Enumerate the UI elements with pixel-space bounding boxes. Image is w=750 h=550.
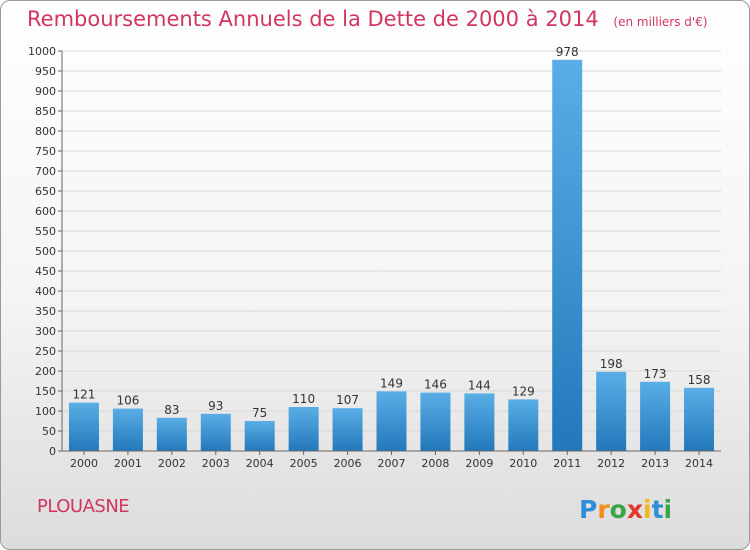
y-tick-label: 100: [35, 405, 56, 418]
x-tick-label: 2011: [553, 457, 581, 470]
x-tick-label: 2002: [158, 457, 186, 470]
bar: [640, 381, 671, 451]
x-tick-label: 2005: [290, 457, 318, 470]
x-tick-label: 2004: [246, 457, 274, 470]
bar: [376, 391, 407, 451]
bar: [684, 387, 715, 451]
data-labels: 121 106 83 93 75 110 107 149 146 144 129 978 198 173 1…: [73, 45, 711, 420]
y-tick-label: 450: [35, 265, 56, 278]
data-label: 83: [164, 403, 179, 417]
y-tick-label: 900: [35, 85, 56, 98]
bar: [288, 407, 319, 451]
x-tick-label: 2009: [465, 457, 493, 470]
data-label: 107: [336, 393, 359, 407]
x-tick-label: 2003: [202, 457, 230, 470]
y-tick-label: 600: [35, 205, 56, 218]
chart-title-text: Remboursements Annuels de la Dette de 20…: [27, 7, 599, 31]
data-label: 978: [556, 45, 579, 59]
x-tick-label: 2014: [685, 457, 713, 470]
y-tick-label: 550: [35, 225, 56, 238]
bar: [200, 413, 231, 451]
data-label: 198: [600, 357, 623, 371]
y-tick-label: 150: [35, 385, 56, 398]
y-tick-label: 350: [35, 305, 56, 318]
data-label: 149: [380, 376, 403, 390]
bar: [332, 408, 363, 451]
bar: [552, 59, 583, 452]
y-tick-label: 850: [35, 105, 56, 118]
y-tick-label: 1000: [28, 45, 56, 58]
data-label: 173: [644, 367, 667, 381]
chart-subtitle: (en milliers d'€): [613, 15, 708, 29]
data-label: 146: [424, 378, 447, 392]
bar: [508, 399, 539, 451]
bar: [464, 393, 495, 451]
data-label: 106: [116, 394, 139, 408]
bars: [68, 59, 715, 452]
data-label: 144: [468, 378, 491, 392]
y-tick-label: 50: [42, 425, 56, 438]
svg-text:Proxiti: Proxiti: [579, 495, 672, 524]
x-tick-label: 2001: [114, 457, 142, 470]
y-tick-label: 950: [35, 65, 56, 78]
x-tick-label: 2010: [509, 457, 537, 470]
y-tick-label: 0: [49, 445, 56, 458]
chart-title: Remboursements Annuels de la Dette de 20…: [27, 7, 708, 31]
x-tick-label: 2008: [421, 457, 449, 470]
axes: 0 50 100 150 200 250 300 350 400 450 500 550 600 650 7…: [28, 45, 721, 470]
data-label: 129: [512, 384, 535, 398]
bar: [156, 417, 187, 451]
data-label: 121: [73, 388, 96, 402]
x-tick-label: 2000: [70, 457, 98, 470]
data-label: 75: [252, 406, 267, 420]
y-tick-label: 250: [35, 345, 56, 358]
y-tick-label: 750: [35, 145, 56, 158]
x-tick-label: 2006: [334, 457, 362, 470]
data-label: 110: [292, 392, 315, 406]
bar: [112, 408, 143, 451]
bar: [420, 392, 451, 451]
bar: [244, 421, 275, 451]
data-label: 93: [208, 399, 223, 413]
bar: [596, 371, 627, 451]
x-tick-label: 2012: [597, 457, 625, 470]
y-tick-label: 650: [35, 185, 56, 198]
data-label: 158: [688, 373, 711, 387]
y-tick-label: 200: [35, 365, 56, 378]
x-tick-label: 2013: [641, 457, 669, 470]
x-tick-label: 2007: [378, 457, 406, 470]
y-tick-label: 700: [35, 165, 56, 178]
y-tick-label: 800: [35, 125, 56, 138]
bar: [68, 402, 99, 451]
proxiti-logo: Proxiti: [579, 495, 672, 524]
y-tick-label: 300: [35, 325, 56, 338]
y-tick-label: 400: [35, 285, 56, 298]
y-tick-label: 500: [35, 245, 56, 258]
commune-name: PLOUASNE: [37, 496, 130, 517]
